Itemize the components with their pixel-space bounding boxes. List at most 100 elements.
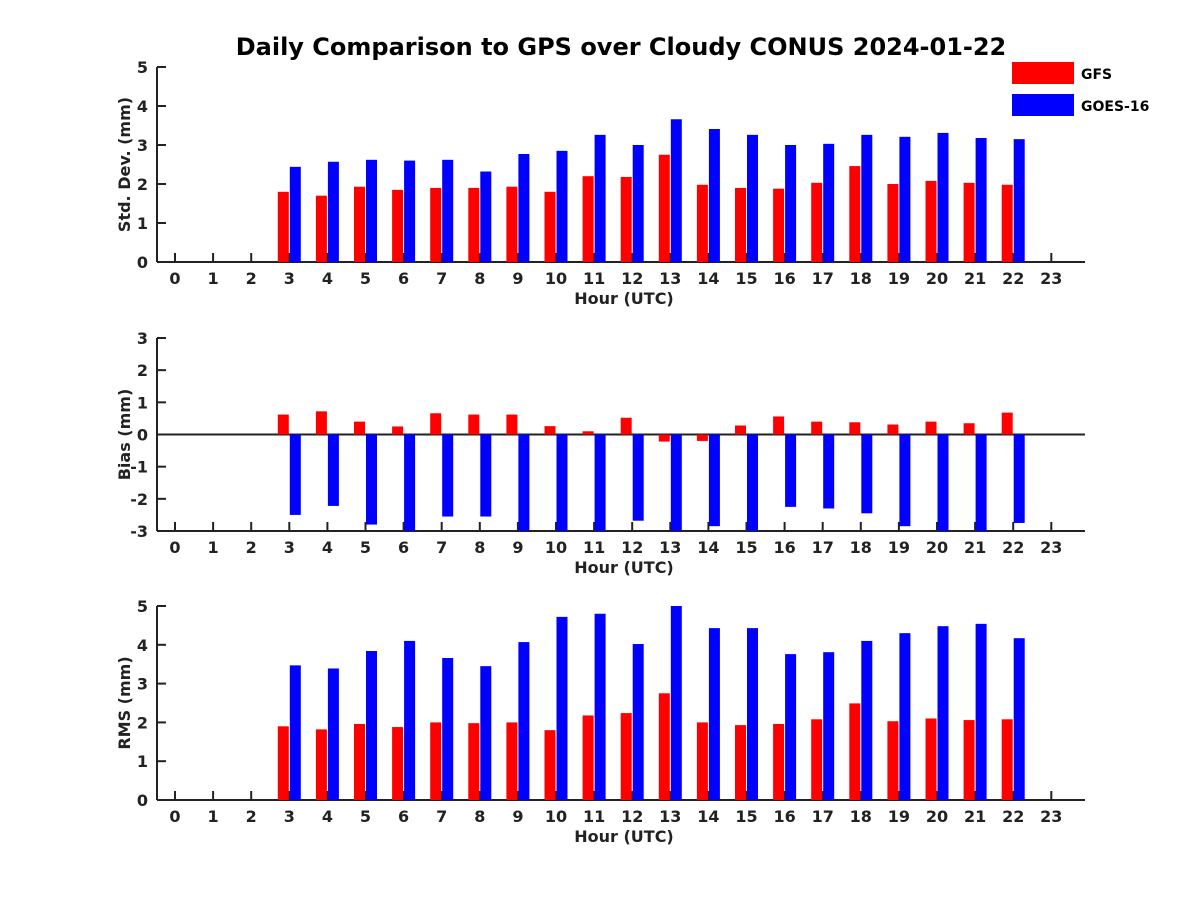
x-tick-label: 7 [436, 269, 447, 288]
x-tick-label: 1 [208, 807, 219, 826]
bar-goes16-hour-3 [289, 665, 301, 800]
x-tick-label: 7 [436, 538, 447, 557]
legend-swatch-gfs [1012, 62, 1074, 84]
x-tick-label: 11 [583, 538, 605, 557]
x-tick-label: 3 [284, 807, 295, 826]
bar-gfs-hour-6 [392, 727, 404, 800]
bar-gfs-hour-14 [696, 722, 708, 800]
bar-goes16-hour-9 [518, 434, 530, 531]
y-tick-label: 1 [137, 752, 148, 771]
x-tick-label: 11 [583, 269, 605, 288]
x-tick-label: 22 [1002, 807, 1024, 826]
bar-goes16-hour-6 [404, 640, 416, 800]
bar-goes16-hour-8 [480, 171, 492, 262]
bar-goes16-hour-10 [556, 434, 568, 531]
bar-gfs-hour-11 [582, 431, 594, 435]
y-tick-label: 0 [137, 253, 148, 272]
y-tick-label: 3 [137, 136, 148, 155]
bar-gfs-hour-21 [963, 720, 975, 800]
bar-gfs-hour-12 [620, 713, 632, 800]
x-tick-label: 4 [322, 269, 333, 288]
x-tick-label: 13 [659, 807, 681, 826]
bar-gfs-hour-22 [1001, 412, 1013, 435]
bar-gfs-hour-10 [544, 426, 556, 435]
bar-gfs-hour-16 [773, 723, 785, 800]
bar-goes16-hour-17 [823, 143, 835, 262]
x-tick-label: 18 [850, 538, 872, 557]
bar-gfs-hour-11 [582, 715, 594, 800]
x-tick-label: 19 [888, 807, 910, 826]
y-tick-label: 5 [137, 597, 148, 616]
bar-goes16-hour-15 [747, 134, 758, 262]
x-tick-label: 21 [964, 269, 986, 288]
y-tick-label: -3 [130, 522, 148, 541]
bar-goes16-hour-14 [708, 628, 720, 800]
bar-gfs-hour-15 [735, 725, 746, 800]
x-tick-label: 22 [1002, 538, 1024, 557]
bar-goes16-hour-19 [899, 434, 911, 527]
x-axis-label: Hour (UTC) [574, 827, 674, 846]
y-tick-label: 3 [137, 675, 148, 694]
y-tick-label: 1 [137, 393, 148, 412]
x-tick-label: 18 [850, 807, 872, 826]
x-tick-label: 2 [246, 538, 257, 557]
y-tick-label: 2 [137, 713, 148, 732]
bar-gfs-hour-19 [887, 424, 899, 435]
x-tick-label: 12 [621, 269, 643, 288]
x-tick-label: 12 [621, 538, 643, 557]
y-tick-label: 2 [137, 361, 148, 380]
x-tick-label: 8 [474, 269, 485, 288]
bar-goes16-hour-11 [594, 613, 606, 800]
bar-gfs-hour-21 [963, 182, 975, 262]
y-axis-label: Std. Dev. (mm) [115, 97, 134, 232]
bar-goes16-hour-4 [327, 668, 339, 800]
bar-goes16-hour-19 [899, 136, 911, 262]
x-tick-label: 21 [964, 538, 986, 557]
bar-goes16-hour-20 [937, 434, 949, 531]
bar-gfs-hour-20 [925, 421, 937, 435]
bar-gfs-hour-18 [849, 703, 861, 800]
x-tick-label: 10 [545, 538, 567, 557]
legend-label-gfs: GFS [1081, 67, 1112, 83]
bar-gfs-hour-4 [315, 195, 327, 262]
bar-goes16-hour-10 [556, 150, 568, 262]
x-tick-label: 0 [169, 269, 180, 288]
bar-goes16-hour-13 [670, 606, 682, 800]
bar-gfs-hour-16 [773, 188, 785, 262]
bar-goes16-hour-4 [327, 434, 339, 506]
bar-gfs-hour-13 [658, 693, 670, 800]
x-tick-label: 14 [697, 269, 719, 288]
bar-gfs-hour-5 [354, 186, 365, 262]
x-tick-label: 23 [1040, 538, 1062, 557]
bar-goes16-hour-10 [556, 616, 568, 800]
x-tick-label: 21 [964, 807, 986, 826]
bar-goes16-hour-6 [404, 434, 416, 531]
y-tick-label: 3 [137, 329, 148, 348]
y-tick-label: 4 [137, 97, 148, 116]
x-tick-label: 10 [545, 807, 567, 826]
legend-label-goes16: GOES-16 [1081, 99, 1149, 115]
bar-goes16-hour-20 [937, 626, 949, 800]
x-tick-label: 1 [208, 269, 219, 288]
bar-gfs-hour-22 [1001, 719, 1013, 800]
x-tick-label: 2 [246, 269, 257, 288]
bar-gfs-hour-17 [811, 421, 823, 435]
y-tick-label: 0 [137, 791, 148, 810]
bar-gfs-hour-15 [735, 187, 746, 262]
bar-gfs-hour-9 [506, 186, 518, 262]
x-tick-label: 4 [322, 807, 333, 826]
bar-gfs-hour-9 [506, 722, 518, 800]
bar-gfs-hour-8 [468, 187, 480, 262]
x-tick-label: 15 [735, 807, 757, 826]
x-tick-label: 3 [284, 538, 295, 557]
bar-goes16-hour-15 [747, 434, 758, 531]
x-tick-label: 16 [773, 269, 795, 288]
bar-goes16-hour-17 [823, 434, 835, 509]
y-axis-label: Bias (mm) [115, 389, 134, 481]
bar-goes16-hour-22 [1013, 434, 1025, 523]
x-tick-label: 10 [545, 269, 567, 288]
bar-gfs-hour-9 [506, 414, 518, 435]
